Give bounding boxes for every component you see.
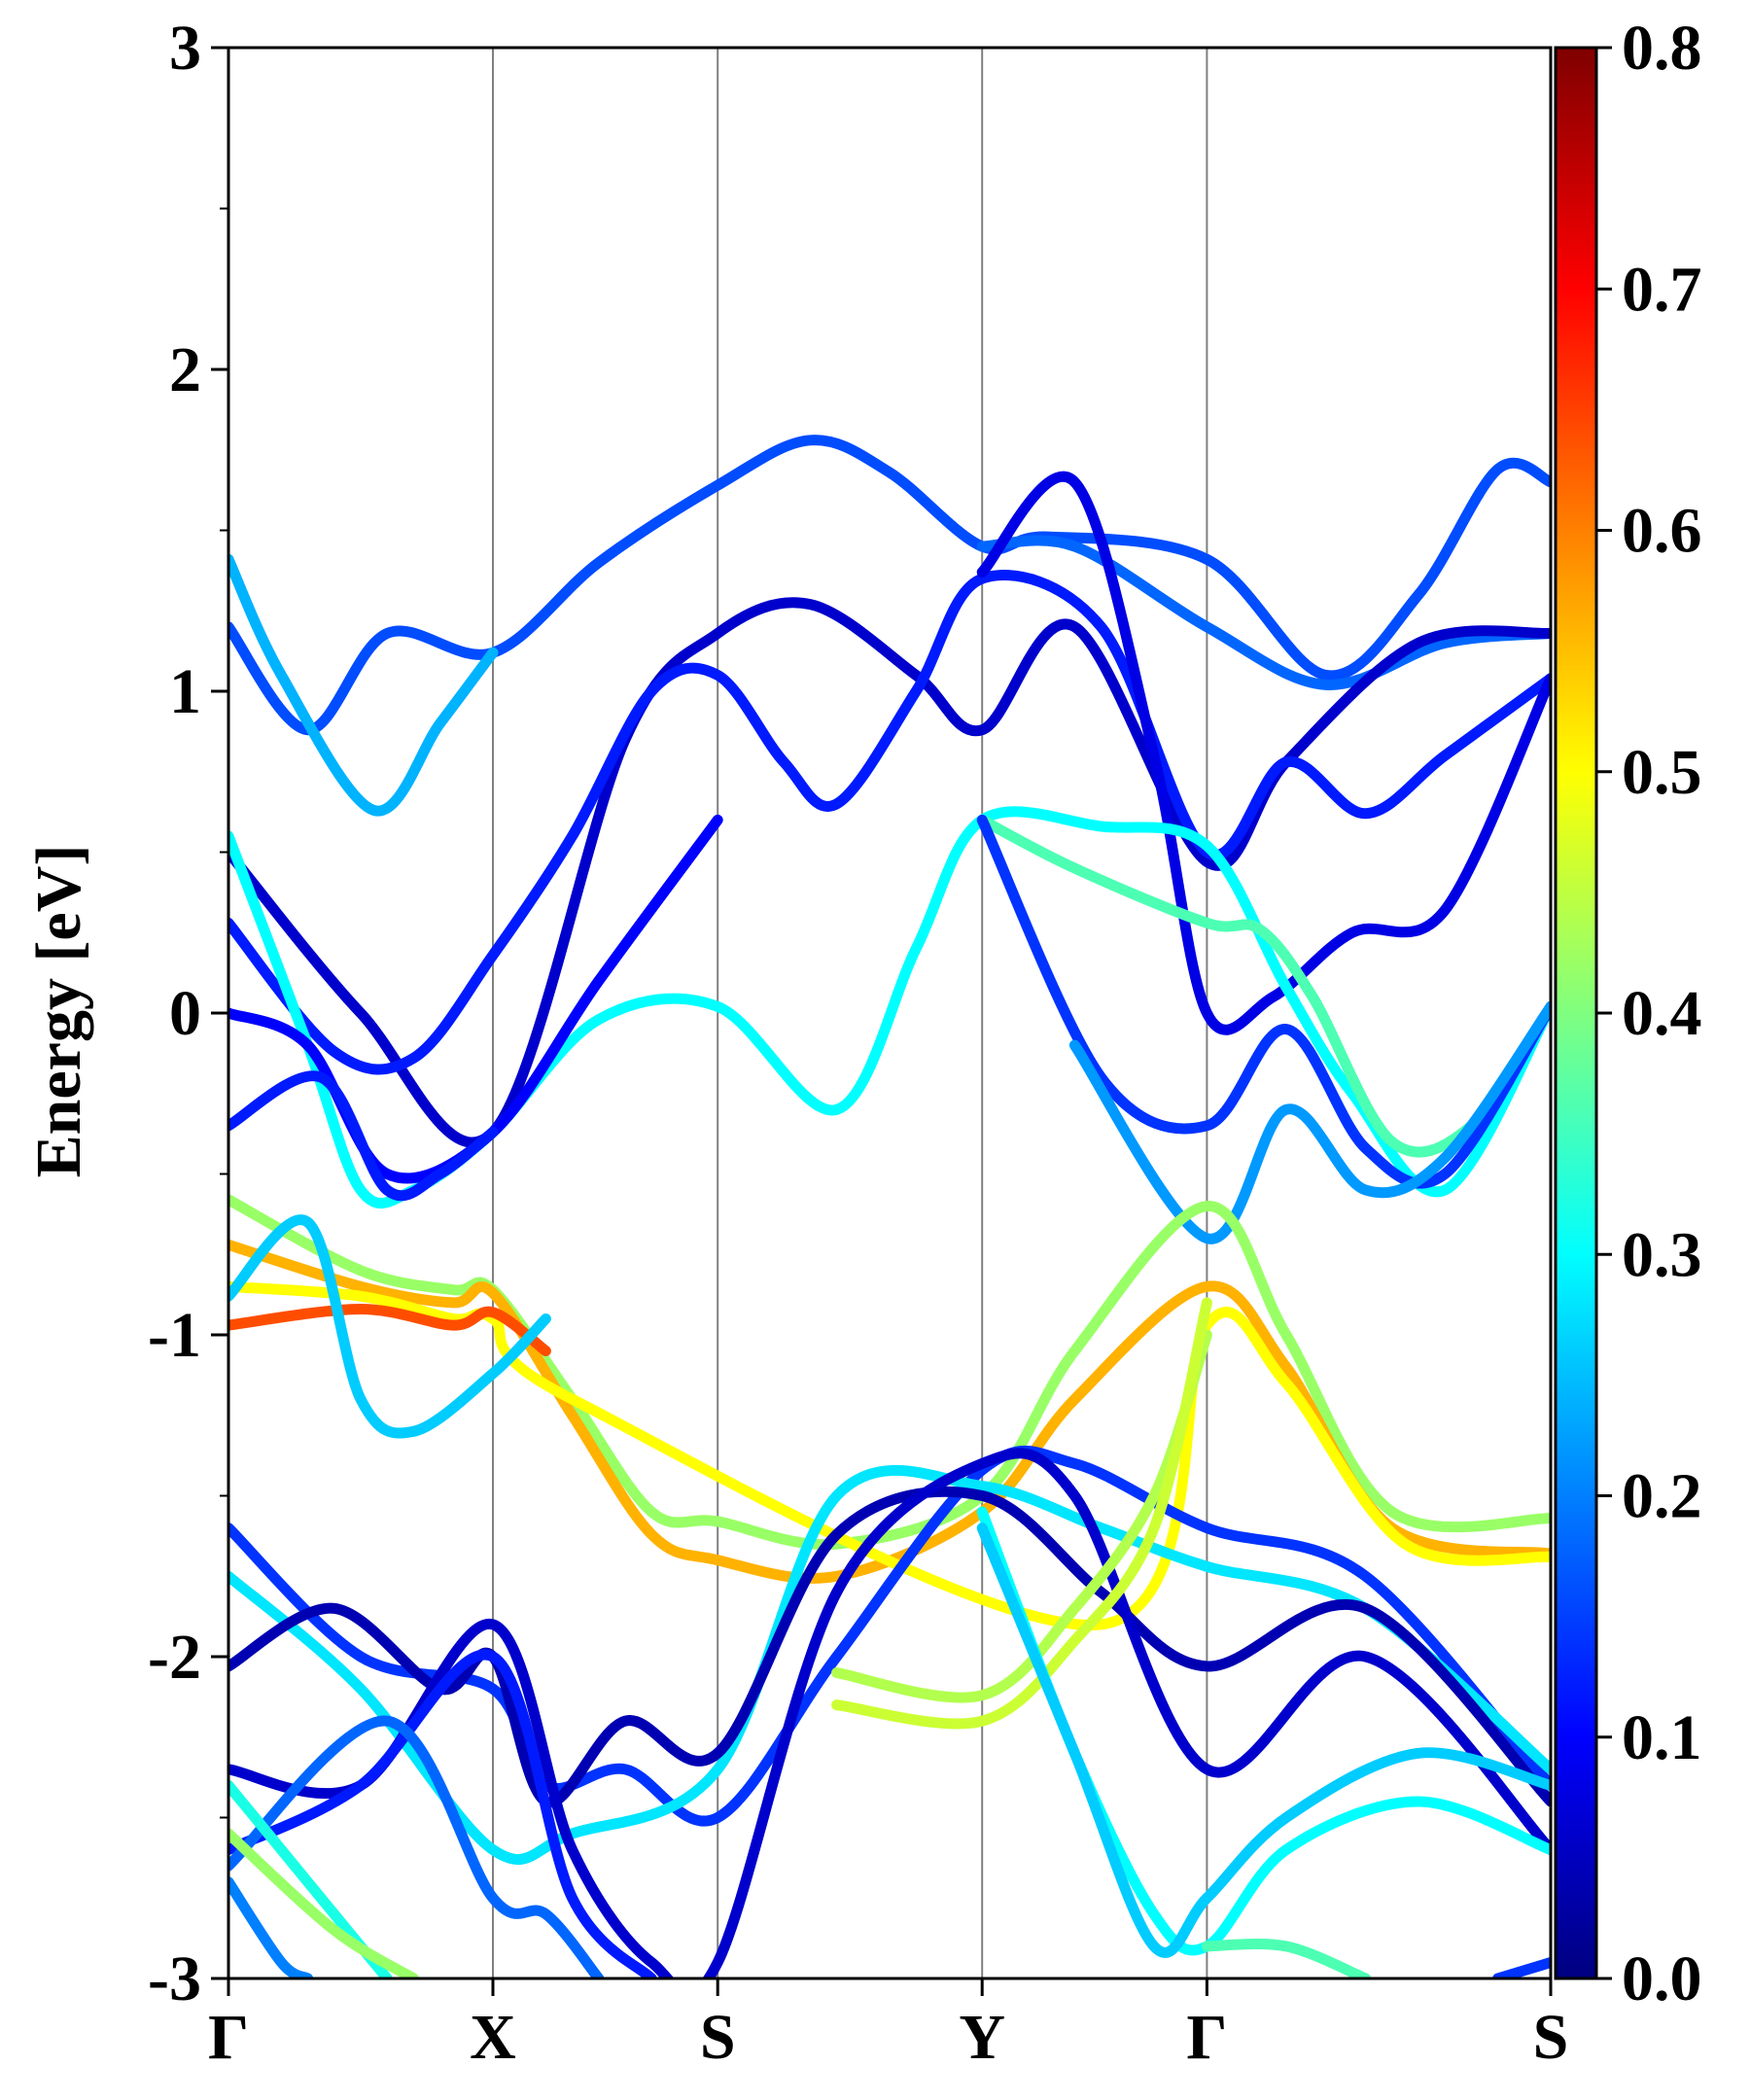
band-c1 (228, 435, 1551, 736)
y-tick-label: -2 (148, 1622, 201, 1693)
band-c5 (228, 570, 1551, 1075)
band-d13 (228, 1876, 314, 1978)
band-f5 (228, 1214, 551, 1439)
band-v4 (228, 1070, 499, 1202)
y-tick-label: 0 (169, 978, 201, 1049)
band-lines (228, 435, 1551, 1978)
x-tick-label: Γ (208, 2002, 249, 2073)
band-c2 (228, 553, 499, 817)
band-d3 (228, 1486, 1551, 1808)
band-v5 (976, 814, 1551, 1189)
band-d6 (228, 1715, 605, 1978)
x-tick-label: X (470, 2002, 516, 2073)
band-d10 (976, 1522, 1551, 1958)
y-tick-label: 3 (169, 13, 201, 84)
colorbar-tick-label: 0.4 (1622, 978, 1702, 1049)
colorbar-tick-label: 0.8 (1622, 13, 1702, 84)
band-v1 (228, 806, 1551, 1209)
band-d15 (1492, 1956, 1551, 1978)
colorbar-tick-label: 0.5 (1622, 737, 1702, 808)
x-tick-label: S (1533, 2002, 1569, 2073)
band-f4 (228, 1304, 551, 1357)
colorbar-ticks: 0.8 0.7 0.6 0.5 0.4 0.3 0.2 0.1 0.0 (1596, 13, 1702, 2014)
y-tick-label: -1 (148, 1300, 201, 1371)
colorbar-tick-label: 0.7 (1622, 254, 1702, 325)
band-d14 (1201, 1938, 1372, 1978)
x-tick-label: Γ (1186, 2002, 1227, 2073)
band-d5 (228, 1649, 657, 1978)
colorbar-tick-label: 0.0 (1622, 1943, 1702, 2014)
y-axis-label: Energy [eV] (23, 845, 94, 1178)
y-tick-label: -3 (148, 1943, 201, 2014)
band-d8 (831, 1297, 1212, 1730)
band-c6 (976, 471, 1551, 1035)
band-d4 (228, 1448, 1551, 1978)
band-d1 (228, 1445, 1551, 1827)
band-f2 (228, 1239, 1551, 1584)
y-tick-label: 2 (169, 334, 201, 405)
band-f3 (228, 1280, 1551, 1630)
colorbar-tick-label: 0.1 (1622, 1702, 1702, 1773)
x-tick-label: S (700, 2002, 736, 2073)
y-tick-label: 1 (169, 656, 201, 727)
band-v6 (1068, 1000, 1551, 1244)
band-d12 (228, 1828, 419, 1978)
colorbar-tick-label: 0.2 (1622, 1461, 1702, 1532)
colorbar-tick-label: 0.3 (1622, 1219, 1702, 1290)
colorbar-tick-label: 0.6 (1622, 496, 1702, 567)
x-tick-label: Y (959, 2002, 1005, 2073)
y-axis-ticks: 3 2 1 0 -1 -2 -3 (148, 13, 228, 2014)
band-c3 (976, 535, 1551, 690)
band-d2 (228, 1464, 1551, 1866)
colorbar (1554, 46, 1598, 1980)
band-f1 (228, 1194, 1551, 1551)
